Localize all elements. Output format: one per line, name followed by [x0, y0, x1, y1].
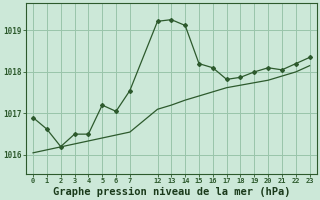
X-axis label: Graphe pression niveau de la mer (hPa): Graphe pression niveau de la mer (hPa) [52, 186, 290, 197]
